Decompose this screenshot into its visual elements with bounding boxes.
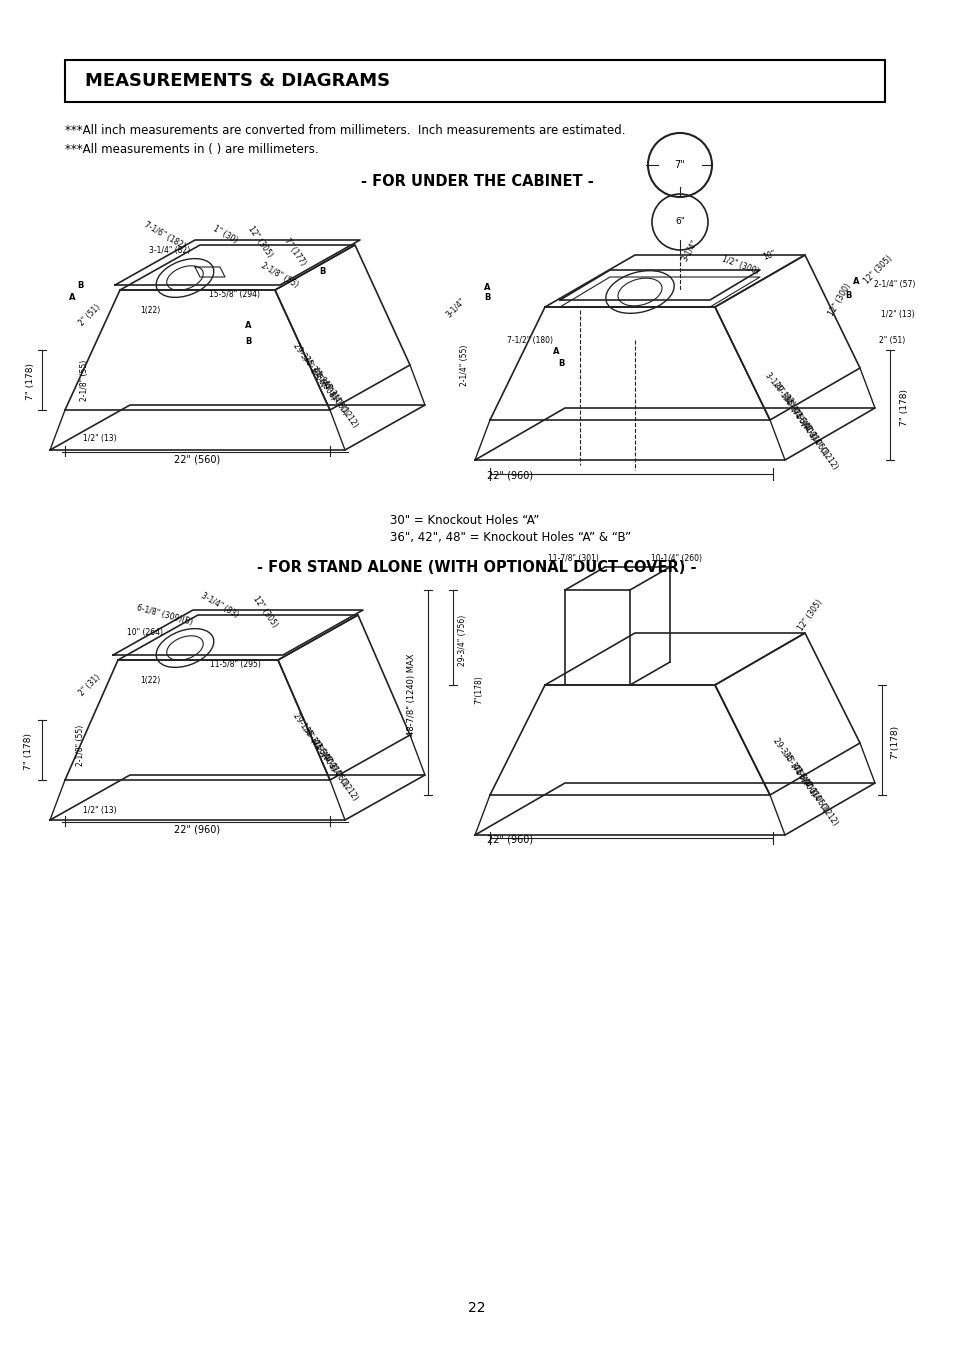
Text: A: A (245, 320, 251, 329)
Text: MEASUREMENTS & DIAGRAMS: MEASUREMENTS & DIAGRAMS (85, 72, 390, 90)
Text: A: A (552, 347, 558, 355)
Text: 6-1/8" (309)(B): 6-1/8" (309)(B) (136, 603, 193, 626)
Text: 10-1/4" (260): 10-1/4" (260) (651, 554, 701, 563)
Text: A: A (852, 278, 859, 286)
Text: 7-1/6" (182): 7-1/6" (182) (143, 220, 187, 250)
Text: 12" (305): 12" (305) (862, 254, 893, 286)
Text: 7"(178): 7"(178) (889, 725, 899, 759)
Text: 2" (31): 2" (31) (77, 672, 102, 698)
Text: 2-1/4" (57): 2-1/4" (57) (873, 281, 915, 289)
Text: 35-3/4" (908): 35-3/4" (908) (781, 394, 818, 441)
Text: 7" (177): 7" (177) (282, 236, 307, 267)
Text: A: A (483, 284, 490, 293)
Text: 35-3/4" (908): 35-3/4" (908) (301, 725, 338, 772)
Text: B: B (77, 281, 83, 289)
Text: 2" (51): 2" (51) (77, 302, 102, 328)
Text: 10" (264): 10" (264) (127, 628, 163, 636)
Text: 29-3/4" (756): 29-3/4" (756) (458, 614, 467, 666)
Text: 7": 7" (674, 161, 684, 170)
Text: ***All measurements in ( ) are millimeters.: ***All measurements in ( ) are millimete… (65, 143, 318, 157)
Text: 12" (305): 12" (305) (251, 594, 278, 629)
Text: 1(22): 1(22) (140, 305, 160, 315)
Text: 3-1/4": 3-1/4" (679, 238, 699, 262)
Text: - FOR STAND ALONE (WITH OPTIONAL DUCT COVER) -: - FOR STAND ALONE (WITH OPTIONAL DUCT CO… (257, 560, 696, 575)
Text: 1/2" (13): 1/2" (13) (83, 806, 116, 814)
Text: 47-3/4" (1212): 47-3/4" (1212) (800, 776, 839, 828)
Text: 47-3/4" (1212): 47-3/4" (1212) (320, 752, 359, 802)
Text: B: B (483, 293, 490, 302)
Text: 12" (300): 12" (300) (826, 282, 852, 317)
Text: A: A (69, 293, 75, 302)
Text: B: B (318, 267, 325, 277)
Text: 12" (305): 12" (305) (246, 224, 274, 259)
Text: B: B (558, 359, 563, 369)
Text: 1/2" (13): 1/2" (13) (881, 310, 914, 320)
Text: 6": 6" (675, 217, 684, 227)
Text: 3-1/4" (82): 3-1/4" (82) (762, 371, 796, 409)
Text: 48-7/8" (1240) MAX: 48-7/8" (1240) MAX (407, 653, 416, 736)
Text: 7-1/2" (180): 7-1/2" (180) (506, 336, 553, 344)
Text: 11-5/8" (295): 11-5/8" (295) (210, 660, 260, 670)
Text: 41-3/4" (1060): 41-3/4" (1060) (789, 406, 829, 458)
Text: 2-1/4" (55): 2-1/4" (55) (460, 344, 469, 386)
Text: 41-3/4" (1212): 41-3/4" (1212) (800, 421, 839, 471)
Text: 7" (178): 7" (178) (900, 390, 908, 427)
Text: 2-1/8" (55): 2-1/8" (55) (259, 261, 300, 289)
Text: 1" (30): 1" (30) (212, 224, 238, 246)
Text: 35-3/4" (900): 35-3/4" (900) (781, 751, 818, 798)
Text: 7"(178): 7"(178) (474, 675, 483, 705)
Text: 22" (560): 22" (560) (173, 455, 220, 464)
Text: 22" (960): 22" (960) (173, 825, 220, 836)
Text: 29-3/4" (756): 29-3/4" (756) (292, 342, 328, 389)
Text: 15-5/8" (294): 15-5/8" (294) (210, 290, 260, 300)
Text: 1/2" (13): 1/2" (13) (83, 433, 116, 443)
Text: 29-3/4" (756): 29-3/4" (756) (771, 381, 807, 428)
Text: 3-1/4" (82): 3-1/4" (82) (150, 246, 191, 255)
Text: 41-3/4" (1060): 41-3/4" (1060) (310, 366, 350, 417)
Text: 36", 42", 48" = Knockout Holes “A” & “B”: 36", 42", 48" = Knockout Holes “A” & “B” (390, 532, 631, 544)
Text: 22" (960): 22" (960) (486, 836, 533, 845)
Text: - FOR UNDER THE CABINET -: - FOR UNDER THE CABINET - (360, 174, 593, 189)
Text: 41-3/4" (1060): 41-3/4" (1060) (789, 763, 829, 814)
Text: B: B (844, 290, 850, 300)
Text: 47-3/4" (1212): 47-3/4" (1212) (320, 378, 359, 429)
Text: 2-1/8" (55): 2-1/8" (55) (80, 359, 90, 401)
Text: 12" (305): 12" (305) (795, 598, 823, 632)
Text: 30" = Knockout Holes “A”: 30" = Knockout Holes “A” (390, 513, 538, 526)
Text: 22: 22 (468, 1301, 485, 1315)
Text: 41-3/4" (1060): 41-3/4" (1060) (310, 737, 350, 788)
Text: 7" (178): 7" (178) (26, 363, 34, 401)
Text: 3-1/4": 3-1/4" (444, 297, 467, 320)
Text: 3-1/4" (83): 3-1/4" (83) (199, 591, 240, 620)
Text: 29-1/4" (756): 29-1/4" (756) (292, 711, 328, 759)
Text: 1(22): 1(22) (140, 675, 160, 684)
Text: 22" (960): 22" (960) (486, 470, 533, 481)
Text: 1/2" (300): 1/2" (300) (720, 254, 759, 275)
FancyBboxPatch shape (65, 59, 884, 103)
Text: 10": 10" (761, 248, 777, 262)
Text: 2" (51): 2" (51) (878, 336, 904, 344)
Text: 11-7/8" (301): 11-7/8" (301) (547, 554, 598, 563)
Text: B: B (245, 338, 251, 347)
Text: ***All inch measurements are converted from millimeters.  Inch measurements are : ***All inch measurements are converted f… (65, 123, 625, 136)
Text: 2-1/8" (55): 2-1/8" (55) (75, 725, 85, 765)
Text: 7" (178): 7" (178) (24, 733, 32, 771)
Text: 35-3/4" (908): 35-3/4" (908) (301, 355, 338, 401)
Text: 29-3/4" (756): 29-3/4" (756) (771, 737, 807, 783)
